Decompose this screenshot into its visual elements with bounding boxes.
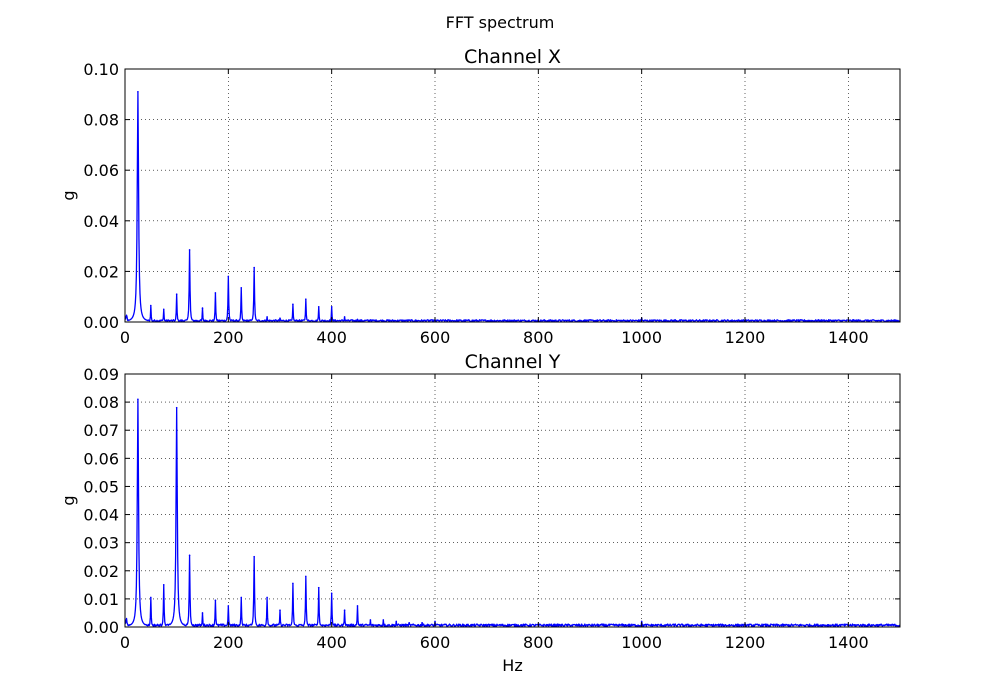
- y-tick-label: 0.05: [83, 477, 119, 496]
- spectrum-peak-point: [408, 319, 410, 322]
- y-axis-label: g: [59, 190, 78, 200]
- y-tick-label: 0.00: [83, 618, 119, 637]
- spectrum-peak-point: [317, 306, 320, 308]
- subplot-title: Channel Y: [465, 351, 561, 373]
- x-tick-label: 1400: [828, 633, 869, 652]
- y-tick-label: 0.06: [83, 449, 119, 468]
- spectrum-peak-point: [279, 609, 281, 611]
- axes-frame: [124, 373, 901, 628]
- spectrum-peak-point: [253, 555, 255, 558]
- spectrum-series-line: [125, 91, 900, 322]
- x-tick-label: 600: [420, 328, 451, 347]
- spectrum-peak-point: [150, 596, 152, 599]
- y-tick-label: 0.03: [83, 534, 119, 553]
- spectrum-peak-point: [382, 619, 385, 621]
- spectrum-peak-point: [240, 596, 243, 599]
- spectrum-peak-point: [214, 599, 217, 602]
- x-tick-label: 200: [213, 328, 244, 347]
- spectrum-peak-point: [279, 317, 281, 320]
- x-tick-label: 0: [120, 328, 130, 347]
- spectrum-peak-point: [137, 90, 139, 93]
- x-axis-label: Hz: [502, 656, 522, 675]
- spectrum-peak-point: [292, 582, 294, 585]
- spectrum-peak-point: [369, 319, 372, 321]
- spectrum-peak-point: [330, 306, 333, 308]
- spectrum-peak-point: [227, 605, 230, 607]
- x-tick-label: 800: [523, 633, 554, 652]
- x-tick-label: 200: [213, 633, 244, 652]
- subplot-channel-x: 0 200 400 600 800 1000 1200 1400 0.00 0.02 0.04 0.0…: [59, 46, 901, 347]
- x-tick-label: 0: [120, 633, 130, 652]
- x-tick-label: 1200: [725, 633, 766, 652]
- spectrum-series-line: [125, 398, 900, 627]
- spectrum-peak-point: [175, 293, 178, 295]
- y-tick-label: 0.09: [83, 365, 119, 384]
- x-tick-label: 1000: [621, 633, 662, 652]
- axes-frame: [124, 68, 901, 323]
- y-tick-label: 0.08: [83, 111, 119, 130]
- y-tick-label: 0.02: [83, 562, 119, 581]
- spectrum-peak-point: [175, 406, 178, 409]
- spectrum-peak-point: [330, 592, 333, 595]
- spectrum-peak-point: [266, 596, 268, 599]
- spectrum-peak-point: [227, 275, 230, 278]
- spectrum-peak-point: [434, 620, 436, 623]
- y-tick-label: 0.02: [83, 262, 119, 281]
- spectrum-peak-point: [137, 398, 139, 401]
- y-tick-label: 0.00: [83, 313, 119, 332]
- spectrum-peak-point: [188, 249, 191, 251]
- spectrum-peak-point: [201, 612, 204, 614]
- x-tick-label: 400: [316, 633, 347, 652]
- x-tick-label: 400: [316, 328, 347, 347]
- spectrum-peak-point: [305, 575, 307, 578]
- spectrum-peak-point: [395, 620, 398, 623]
- spectrum-peak-point: [640, 620, 643, 623]
- y-tick-label: 0.06: [83, 161, 119, 180]
- spectrum-peak-point: [292, 303, 294, 306]
- spectrum-peak-point: [369, 619, 372, 621]
- x-tick-label: 1400: [828, 328, 869, 347]
- x-tick-label: 1200: [725, 328, 766, 347]
- spectrum-peak-point: [266, 316, 268, 318]
- spectrum-peak-point: [674, 319, 677, 321]
- spectrum-peak-point: [674, 623, 677, 625]
- y-tick-label: 0.08: [83, 393, 119, 412]
- spectrum-peak-point: [356, 318, 359, 321]
- spectrum-peak-point: [447, 319, 449, 321]
- spectrum-peak-point: [253, 266, 255, 269]
- spectrum-peak-point: [201, 307, 204, 309]
- spectrum-peak-point: [162, 308, 165, 311]
- y-tick-label: 0.04: [83, 212, 119, 231]
- spectrum-peak-point: [343, 316, 346, 318]
- y-tick-label: 0.01: [83, 590, 119, 609]
- x-tick-label: 1000: [621, 328, 662, 347]
- y-tick-label: 0.07: [83, 421, 119, 440]
- spectrum-peak-point: [317, 586, 320, 589]
- spectrum-peak-point: [460, 319, 462, 322]
- y-tick-label: 0.04: [83, 506, 119, 525]
- spectrum-peak-point: [188, 554, 191, 557]
- subplot-channel-y: 0 200 400 600 800 1000 1200 1400 0.00 0.01 0.02 0.0…: [59, 351, 901, 675]
- spectrum-peak-point: [214, 292, 217, 294]
- y-axis-label: g: [59, 495, 78, 505]
- subplot-title: Channel X: [464, 46, 561, 68]
- spectrum-peak-point: [421, 621, 423, 624]
- spectrum-peak-point: [150, 304, 152, 307]
- spectrum-peak-point: [305, 298, 307, 301]
- spectrum-peak-point: [343, 609, 346, 611]
- x-tick-label: 600: [420, 633, 451, 652]
- spectrum-peak-point: [162, 584, 165, 586]
- x-tick-label: 800: [523, 328, 554, 347]
- y-tick-label: 0.10: [83, 60, 119, 79]
- spectrum-peak-point: [240, 287, 243, 289]
- spectrum-peak-point: [356, 605, 359, 607]
- figure-suptitle: FFT spectrum: [446, 13, 555, 32]
- spectrum-peak-point: [408, 621, 410, 624]
